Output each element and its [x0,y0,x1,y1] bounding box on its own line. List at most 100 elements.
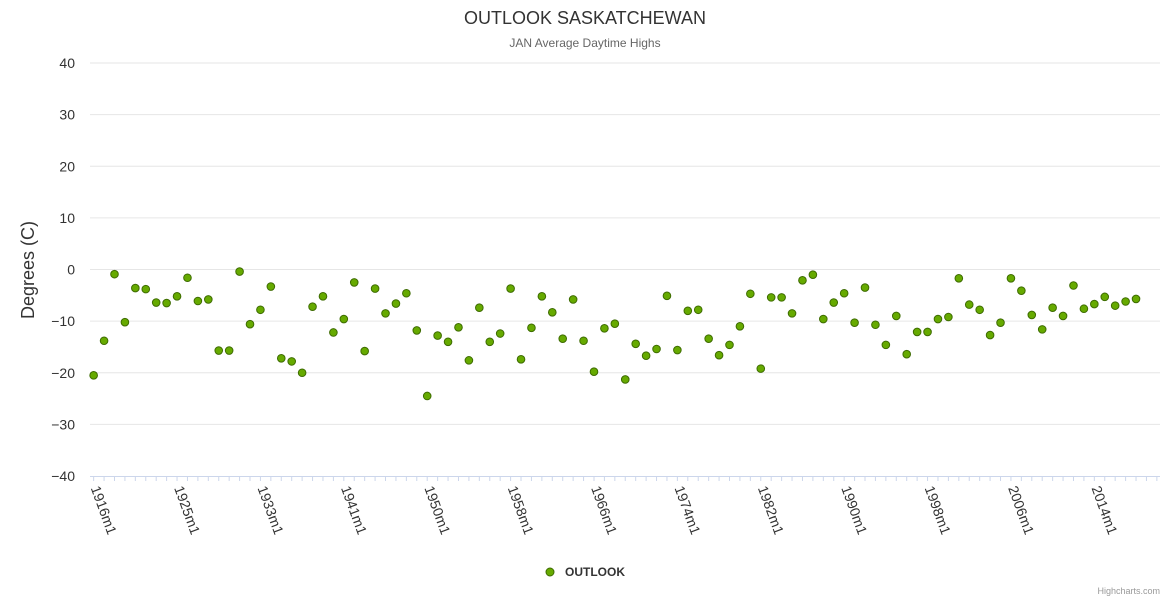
data-point[interactable] [860,283,870,292]
data-point[interactable] [673,345,682,355]
data-point[interactable] [641,351,651,361]
data-point[interactable] [704,334,713,343]
data-point[interactable] [172,292,182,301]
data-point[interactable] [402,288,411,298]
data-point[interactable] [151,298,161,307]
data-point[interactable] [1110,301,1120,310]
data-point[interactable] [600,324,609,333]
data-point[interactable] [954,273,964,283]
data-point[interactable] [443,337,453,347]
data-point[interactable] [110,269,119,279]
data-point[interactable] [224,346,234,355]
data-point[interactable] [204,295,213,304]
data-point[interactable] [1017,286,1026,295]
data-point[interactable] [725,340,734,350]
data-point[interactable] [485,337,495,347]
data-point[interactable] [214,346,224,355]
data-point[interactable] [464,356,474,365]
data-point[interactable] [589,367,599,377]
data-point[interactable] [891,311,901,321]
data-point[interactable] [662,291,672,301]
data-point[interactable] [547,308,557,317]
data-point[interactable] [631,339,640,349]
data-point[interactable] [329,328,338,337]
data-point[interactable] [808,270,818,279]
data-point[interactable] [964,300,974,309]
data-point[interactable] [120,317,130,327]
data-point[interactable] [1048,303,1057,313]
data-point[interactable] [652,344,661,354]
legend[interactable]: OUTLOOK [545,565,625,579]
data-point[interactable] [714,350,724,360]
data-point[interactable] [985,330,995,340]
data-point[interactable] [475,303,484,313]
data-point[interactable] [193,296,203,306]
data-point[interactable] [819,314,828,324]
data-point[interactable] [1100,292,1110,302]
data-point[interactable] [975,305,984,315]
data-point[interactable] [308,302,317,311]
data-point[interactable] [422,391,432,401]
series-outlook[interactable] [89,267,1141,401]
data-point[interactable] [412,326,422,335]
data-point[interactable] [996,318,1005,327]
data-point[interactable] [235,267,244,276]
data-point[interactable] [777,293,786,302]
data-point[interactable] [162,298,171,308]
data-point[interactable] [1131,294,1141,304]
legend-item-outlook[interactable]: OUTLOOK [565,565,625,579]
data-point[interactable] [798,276,807,285]
data-point[interactable] [735,321,745,331]
data-point[interactable] [1058,311,1068,321]
data-point[interactable] [871,320,880,330]
data-point[interactable] [297,368,307,378]
data-point[interactable] [245,319,255,329]
data-point[interactable] [766,293,776,302]
data-point[interactable] [349,278,359,287]
credits-link[interactable]: Highcharts.com [1097,586,1160,596]
data-point[interactable] [183,273,192,283]
data-point[interactable] [683,306,693,316]
data-point[interactable] [256,305,265,315]
data-point[interactable] [99,336,109,346]
data-point[interactable] [276,353,286,363]
data-point[interactable] [360,346,369,356]
data-point[interactable] [89,371,98,380]
data-point[interactable] [693,305,703,315]
data-point[interactable] [527,323,536,333]
data-point[interactable] [1037,325,1047,334]
data-point[interactable] [568,295,578,304]
data-point[interactable] [829,298,839,307]
data-point[interactable] [1069,281,1078,290]
data-point[interactable] [1121,297,1130,306]
data-point[interactable] [537,292,547,301]
data-point[interactable] [746,289,755,299]
data-point[interactable] [610,319,620,329]
data-point[interactable] [756,364,766,373]
data-point[interactable] [339,314,349,324]
data-point[interactable] [1027,310,1037,320]
data-point[interactable] [912,327,922,337]
data-point[interactable] [131,283,140,293]
data-point[interactable] [933,314,943,324]
data-point[interactable] [1079,304,1089,314]
data-point[interactable] [454,323,463,332]
data-point[interactable] [558,334,568,343]
data-point[interactable] [923,327,932,337]
data-point[interactable] [287,357,296,366]
data-point[interactable] [881,340,891,350]
data-point[interactable] [516,355,526,364]
data-point[interactable] [318,292,328,301]
data-point[interactable] [839,288,849,298]
data-point[interactable] [1006,273,1016,283]
data-point[interactable] [579,336,588,346]
data-point[interactable] [266,282,276,291]
data-point[interactable] [787,309,797,318]
data-point[interactable] [902,349,912,359]
data-point[interactable] [506,284,515,293]
data-point[interactable] [381,309,390,318]
data-point[interactable] [495,329,505,338]
data-point[interactable] [1090,299,1099,309]
data-point[interactable] [141,284,151,294]
data-point[interactable] [850,318,859,327]
